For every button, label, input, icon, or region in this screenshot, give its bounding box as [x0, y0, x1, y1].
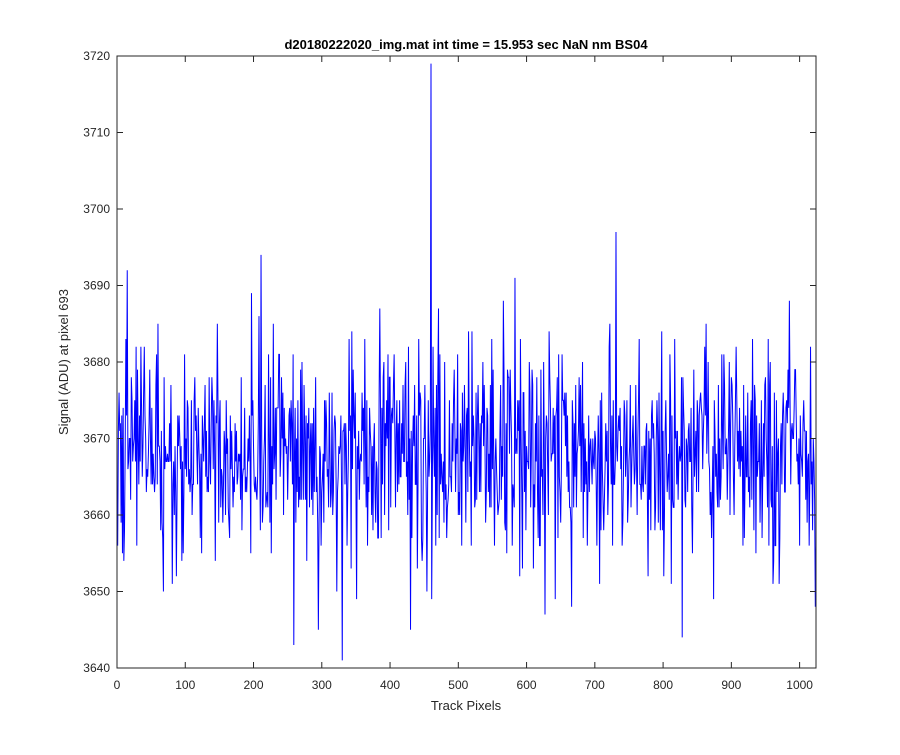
- y-tick-label: 3720: [83, 49, 110, 63]
- x-tick-label: 300: [312, 678, 332, 692]
- x-tick-label: 700: [585, 678, 605, 692]
- chart-title: d20180222020_img.mat int time = 15.953 s…: [284, 37, 648, 52]
- series-layer: [117, 63, 817, 661]
- y-tick-label: 3690: [83, 279, 110, 293]
- y-tick-label: 3650: [83, 585, 110, 599]
- y-axis: 3640 3650 3660 3670 3680 3690 3700 3710 3720: [83, 49, 816, 675]
- y-tick-label: 3660: [83, 508, 110, 522]
- y-axis-label: Signal (ADU) at pixel 693: [56, 289, 71, 435]
- y-tick-label: 3680: [83, 355, 110, 369]
- x-tick-label: 1000: [786, 678, 813, 692]
- y-tick-label: 3710: [83, 126, 110, 140]
- x-tick-label: 900: [721, 678, 741, 692]
- series-line: [117, 63, 817, 661]
- x-tick-label: 800: [653, 678, 673, 692]
- x-tick-label: 500: [448, 678, 468, 692]
- y-tick-label: 3700: [83, 202, 110, 216]
- x-tick-label: 400: [380, 678, 400, 692]
- y-tick-label: 3670: [83, 432, 110, 446]
- x-tick-label: 600: [517, 678, 537, 692]
- x-tick-label: 0: [114, 678, 121, 692]
- x-axis-label: Track Pixels: [431, 698, 502, 713]
- x-tick-label: 200: [244, 678, 264, 692]
- y-tick-label: 3640: [83, 661, 110, 675]
- x-axis: 0 100 200 300 400 500 600 700 800 900 1000: [114, 56, 813, 692]
- plot-area: [117, 56, 816, 668]
- x-tick-label: 100: [175, 678, 195, 692]
